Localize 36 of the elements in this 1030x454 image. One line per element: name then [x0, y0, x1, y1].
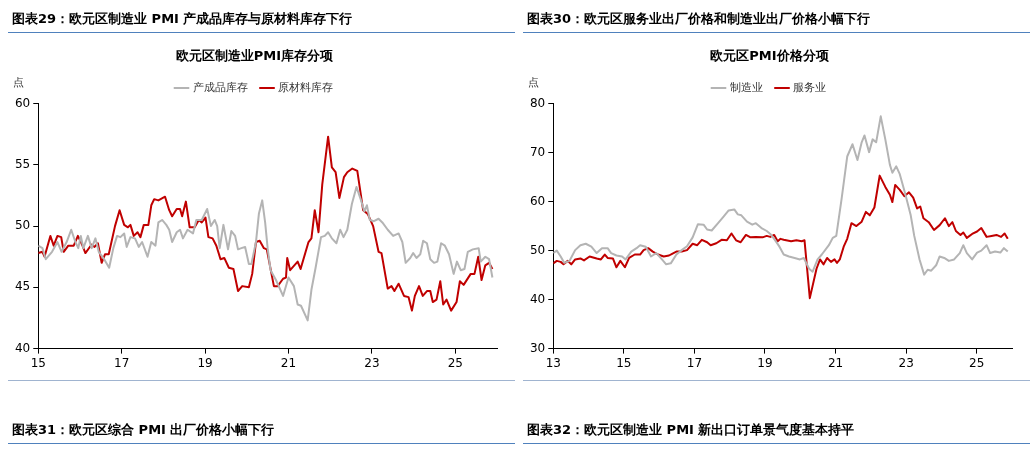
chart-subtitle: 欧元区制造业PMI库存分项	[175, 48, 335, 64]
x-tick-label: 25	[969, 355, 985, 370]
chart-subtitle: 欧元区PMI价格分项	[710, 48, 830, 64]
y-tick-label: 60	[529, 193, 546, 208]
x-tick-label: 15	[30, 355, 46, 370]
x-tick-label: 21	[827, 355, 844, 370]
x-tick-label: 25	[447, 355, 463, 370]
legend-label: 服务业	[793, 80, 826, 94]
y-tick-label: 45	[14, 279, 31, 294]
y-axis-title: 点	[527, 76, 539, 90]
legend-label: 原材料库存	[278, 80, 333, 94]
chart-title: 图表30：欧元区服务业出厂价格和制造业出厂价格小幅下行	[523, 8, 1030, 33]
y-tick-label: 80	[529, 95, 546, 110]
text: 图表31：欧元区综合 PMI 出厂价格小幅下行	[8, 419, 515, 444]
x-tick-label: 23	[898, 355, 914, 370]
x-tick-label: 17	[686, 355, 703, 370]
x-tick-label: 13	[545, 355, 561, 370]
y-axis-title: 点	[12, 76, 24, 90]
x-tick-label: 15	[616, 355, 632, 370]
y-tick-label: 70	[529, 144, 546, 159]
y-tick-label: 50	[529, 242, 546, 257]
x-tick-label: 17	[114, 355, 130, 370]
x-tick-label: 23	[364, 355, 380, 370]
y-tick-label: 40	[14, 340, 31, 355]
x-tick-label: 19	[197, 355, 213, 370]
chart-title: 图表29：欧元区制造业 PMI 产成品库存与原材料库存下行	[8, 8, 515, 33]
text: 图表32：欧元区制造业 PMI 新出口订单景气度基本持平	[523, 419, 1030, 444]
y-tick-label: 30	[529, 340, 546, 355]
legend-label: 制造业	[729, 80, 763, 94]
y-tick-label: 50	[14, 218, 31, 233]
x-tick-label: 19	[757, 355, 773, 370]
y-tick-label: 55	[14, 156, 31, 171]
x-tick-label: 21	[280, 355, 297, 370]
legend-label: 产成品库存	[192, 80, 248, 94]
y-tick-label: 60	[14, 95, 31, 110]
y-tick-label: 40	[529, 291, 546, 306]
